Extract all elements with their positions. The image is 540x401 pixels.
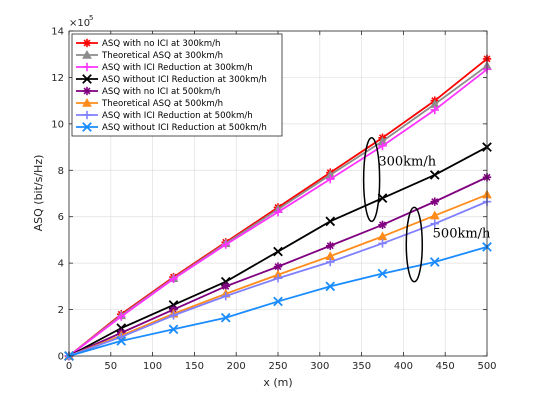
y-tick-label: 4 xyxy=(58,259,64,270)
legend-entry: ASQ without ICI Reduction at 500km/h xyxy=(76,122,267,133)
legend-label: Theoretical ASQ at 500km/h xyxy=(101,99,223,109)
legend-marker xyxy=(82,49,92,59)
legend-marker xyxy=(82,97,92,107)
data-point-marker xyxy=(273,296,283,307)
legend-label: ASQ with ICI Reduction at 300km/h xyxy=(102,63,253,73)
data-point-marker xyxy=(273,246,283,257)
data-point-marker xyxy=(222,282,230,290)
annotation-layer: 300km/h 500km/h xyxy=(362,137,491,283)
x-tick-label: 50 xyxy=(104,361,117,372)
data-point-marker xyxy=(429,170,440,180)
data-point-marker xyxy=(116,336,127,346)
legend-label: ASQ with no ICI at 300km/h xyxy=(102,39,221,49)
data-point-marker xyxy=(274,263,282,271)
data-point-marker xyxy=(326,242,334,250)
legend-label: ASQ without ICI Reduction at 300km/h xyxy=(102,75,267,85)
legend: ASQ with no ICI at 300km/h Theoretical AS… xyxy=(71,33,283,137)
x-tick-label: 500 xyxy=(477,361,496,372)
speed-group-ellipse xyxy=(362,137,381,223)
legend-entry: ASQ with ICI Reduction at 500km/h xyxy=(76,110,253,121)
data-point-marker xyxy=(325,216,336,227)
y-exponent-power: 5 xyxy=(89,14,93,22)
speed-group-ellipse xyxy=(405,206,424,283)
legend-label: ASQ with no ICI at 500km/h xyxy=(102,87,221,97)
y-axis-label: ASQ (bit/s/Hz) xyxy=(32,155,45,232)
legend-label: Theoretical ASQ at 300km/h xyxy=(101,51,223,61)
legend-entry: ASQ with ICI Reduction at 300km/h xyxy=(76,62,253,73)
x-tick-label: 0 xyxy=(66,361,72,372)
x-tick-label: 250 xyxy=(268,361,287,372)
data-point-marker xyxy=(168,324,179,335)
series-8 xyxy=(64,242,492,361)
y-tick-label: 12 xyxy=(51,73,64,84)
legend-box xyxy=(71,33,283,137)
x-tick-label: 400 xyxy=(394,361,413,372)
series-layer xyxy=(64,54,492,361)
legend-entry: Theoretical ASQ at 500km/h xyxy=(76,97,223,109)
legend-entry: ASQ with no ICI at 500km/h xyxy=(76,86,221,97)
y-tick-label: 2 xyxy=(58,305,64,316)
legend-marker xyxy=(83,87,91,95)
data-point-marker xyxy=(325,281,336,292)
x-tick-label: 350 xyxy=(352,361,371,372)
x-tick-label: 450 xyxy=(436,361,455,372)
data-point-marker xyxy=(378,221,387,229)
speed-annotation-label: 500km/h xyxy=(433,227,491,242)
legend-marker xyxy=(82,74,92,84)
y-exponent: ×10 5 xyxy=(69,14,93,29)
speed-annotation-label: 300km/h xyxy=(378,155,436,170)
x-tick-label: 100 xyxy=(143,361,162,372)
data-point-marker xyxy=(377,193,388,203)
x-tick-label: 200 xyxy=(227,361,246,372)
series-7 xyxy=(64,197,492,361)
y-tick-label: 14 xyxy=(51,27,64,38)
legend-entry: Theoretical ASQ at 300km/h xyxy=(76,49,223,61)
legend-label: ASQ without ICI Reduction at 500km/h xyxy=(102,123,267,133)
x-tick-label: 150 xyxy=(185,361,204,372)
legend-marker xyxy=(82,122,92,132)
tick-layer: 0 50 100 150 200 250 300 350 400 450 500 0 2 4 6 8 10 12 1… xyxy=(51,27,496,373)
series-3 xyxy=(64,65,492,361)
y-tick-label: 6 xyxy=(58,212,64,223)
y-tick-label: 8 xyxy=(58,166,64,177)
data-point-marker xyxy=(431,198,439,206)
legend-label: ASQ with ICI Reduction at 500km/h xyxy=(102,111,253,121)
y-tick-label: 0 xyxy=(58,352,64,363)
data-point-marker xyxy=(429,257,440,267)
x-axis-label: x (m) xyxy=(263,376,292,389)
x-tick-label: 300 xyxy=(310,361,329,372)
data-point-marker xyxy=(220,312,231,323)
data-point-marker xyxy=(377,268,388,279)
y-tick-label: 10 xyxy=(51,119,64,130)
legend-marker xyxy=(83,39,91,47)
legend-entry: ASQ with no ICI at 300km/h xyxy=(76,38,221,49)
data-point-marker xyxy=(429,210,440,220)
y-exponent-base: ×10 xyxy=(69,18,90,29)
legend-entry: ASQ without ICI Reduction at 300km/h xyxy=(76,74,267,85)
